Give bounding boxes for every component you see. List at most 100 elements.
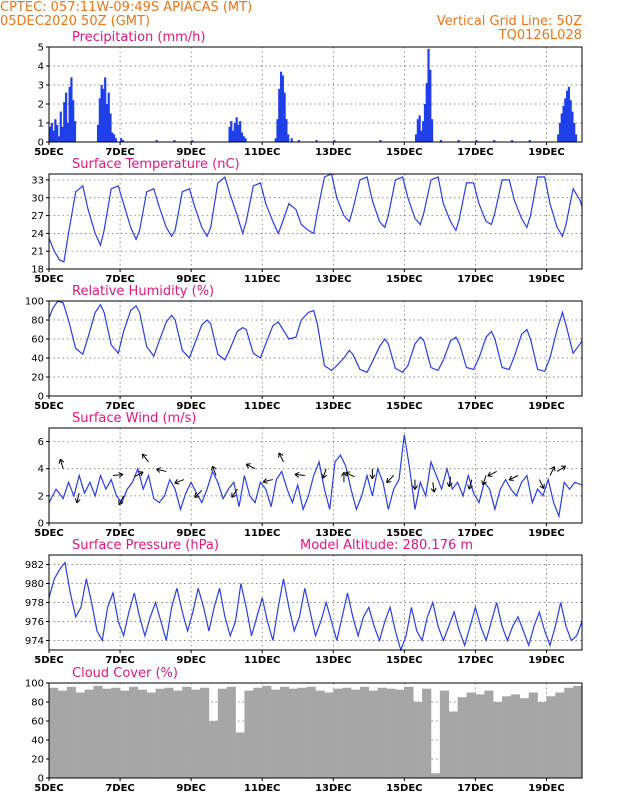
precip-bar [566, 90, 569, 142]
wind-arrow [262, 478, 273, 484]
wind-arrow [118, 495, 125, 506]
cloud-bar [262, 685, 272, 778]
precip-bar [571, 111, 574, 142]
cloud-bar [137, 689, 148, 778]
cloud-bar [537, 702, 547, 778]
cloud-bar [315, 690, 325, 778]
cloud-bar [182, 686, 192, 778]
precip-bar [557, 134, 560, 142]
rh-title: Relative Humidity (%) [72, 284, 214, 299]
cloud-bar [84, 689, 94, 778]
precip-bar [297, 140, 300, 142]
cloud-bar [519, 698, 529, 778]
precip-bar [105, 104, 109, 142]
wind-arrow [112, 471, 124, 478]
rh-ytick-label: 60 [31, 335, 44, 346]
cloud-bar [66, 686, 76, 778]
rh-xtick-label: 17DEC [457, 401, 493, 412]
precip-bar [72, 100, 75, 142]
precip-bar [102, 88, 105, 142]
wind-arrow [134, 471, 144, 478]
rh-ytick-label: 20 [31, 373, 44, 384]
cloud-ytick-label: 0 [38, 774, 44, 785]
precip-bar [114, 138, 117, 142]
temp-xtick-label: 9DEC [176, 274, 205, 285]
precip-bar [423, 104, 427, 142]
press-xtick-label: 19DEC [528, 655, 564, 666]
precip-bar [121, 140, 125, 142]
precip-bar [285, 119, 288, 142]
cloud-ytick-label: 80 [31, 698, 44, 709]
wind-arrow [278, 452, 284, 463]
rh-xtick-label: 7DEC [105, 401, 134, 412]
precip-title: Precipitation (mm/h) [72, 30, 205, 45]
cloud-bar [128, 686, 139, 778]
cloud-bar [191, 689, 201, 778]
cloud-xtick-label: 17DEC [457, 783, 493, 794]
temp-xtick-label: 7DEC [105, 274, 134, 285]
rh-panel: Relative Humidity (%) 0 20 40 60 80 100 5DEC 7DE… [25, 284, 583, 412]
precip-bar [562, 105, 565, 142]
wind-arrow [538, 479, 545, 489]
temp-ytick-label: 24 [31, 229, 44, 240]
precip-bar [173, 140, 176, 142]
panels: Precipitation (mm/h) 0 1 2 3 4 5 5DEC 7DEC 9DEC 11… [25, 30, 583, 794]
precip-bar [98, 98, 101, 142]
press-panel: Surface Pressure (hPa) Model Altitude: 28… [25, 538, 583, 666]
cloud-bar [297, 687, 307, 778]
precip-ytick-label: 1 [38, 119, 44, 130]
cloud-xtick-label: 9DEC [176, 783, 205, 794]
precip-bar [281, 75, 284, 142]
precip-bar [240, 132, 244, 142]
cloud-bar [173, 690, 183, 778]
cloud-bar [493, 702, 503, 778]
cloud-bar [208, 721, 219, 778]
press-xtick-label: 5DEC [34, 655, 63, 666]
cloud-bar [333, 688, 343, 778]
wind-panel: Surface Wind (m/s) 0 2 4 6 5DEC 7DEC 9DEC 11DEC 1… [34, 411, 583, 539]
precip-panel: Precipitation (mm/h) 0 1 2 3 4 5 5DEC 7DEC 9DEC 11… [34, 30, 583, 158]
press-xtick-label: 17DEC [457, 655, 493, 666]
precip-bar [276, 119, 279, 142]
precip-bar [56, 124, 59, 142]
precip-bar [416, 119, 419, 142]
wind-arrow [487, 470, 497, 477]
precip-bar [244, 138, 247, 142]
temp-ytick-label: 21 [31, 247, 44, 258]
cloud-bar [430, 773, 441, 778]
precip-bar [278, 88, 281, 142]
cloud-bar [146, 692, 156, 778]
cloud-bar [439, 690, 450, 778]
precip-bar [567, 86, 570, 142]
cloud-xtick-label: 5DEC [34, 783, 63, 794]
wind-arrow [556, 465, 567, 472]
cloud-bar [49, 687, 59, 778]
precip-bar [233, 123, 236, 142]
precip-bar [107, 92, 110, 142]
wind-xtick-label: 15DEC [386, 528, 422, 539]
cloud-xtick-label: 11DEC [244, 783, 280, 794]
wind-xtick-label: 11DEC [244, 528, 280, 539]
press-xtick-label: 15DEC [386, 655, 422, 666]
wind-xtick-label: 13DEC [315, 528, 351, 539]
cloud-bar [57, 690, 68, 778]
precip-xtick-label: 7DEC [105, 147, 134, 158]
wind-arrow [481, 475, 487, 486]
cloud-bar [306, 686, 316, 778]
precip-bar [528, 140, 531, 142]
wind-arrow [321, 468, 327, 479]
cloud-bar [351, 689, 361, 778]
precip-bar [100, 85, 103, 142]
precip-bar [109, 113, 112, 142]
rh-ytick-label: 100 [25, 297, 44, 308]
precip-bar [49, 126, 52, 142]
precip-bar [239, 121, 242, 142]
precip-bar [422, 121, 425, 142]
press-xtick-label: 7DEC [105, 655, 134, 666]
precip-bar [59, 111, 62, 142]
precip-bar [430, 119, 434, 142]
cloud-frame [48, 682, 583, 779]
precip-bar [493, 140, 496, 142]
cloud-ytick-label: 40 [31, 736, 44, 747]
wind-arrow [549, 466, 556, 476]
